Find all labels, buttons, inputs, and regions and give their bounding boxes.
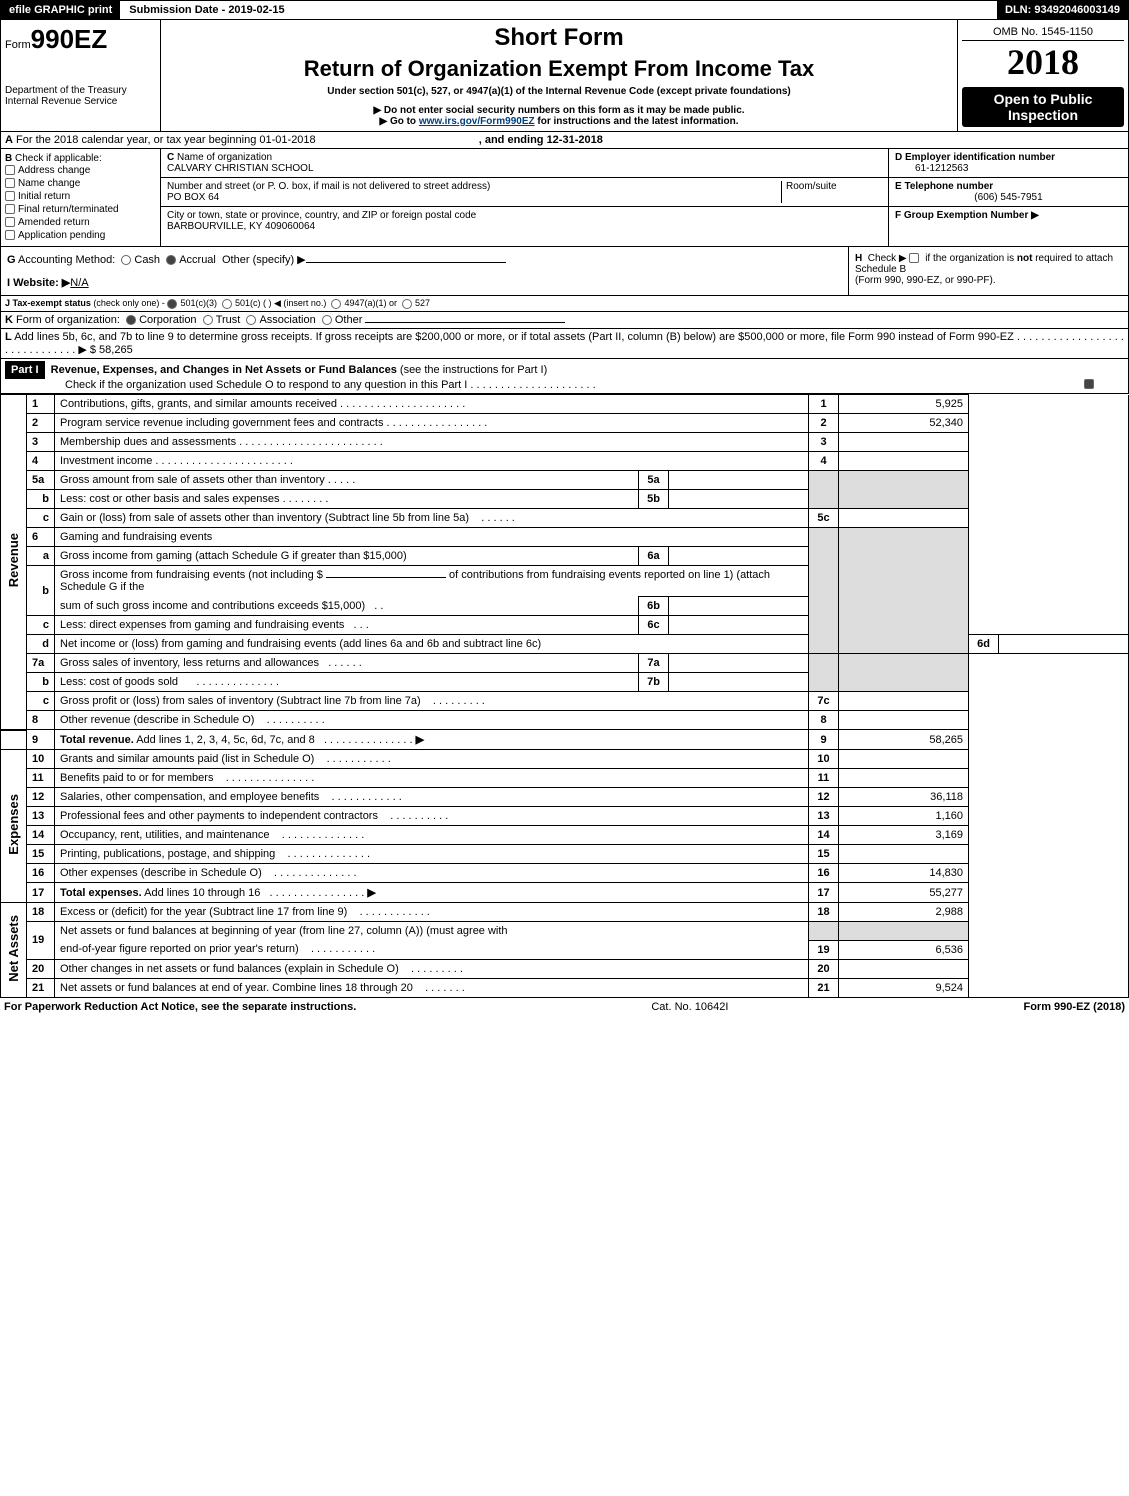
section-gh: G Accounting Method: Cash Accrual Other … [0,247,1129,296]
expenses-label: Expenses [6,794,21,855]
line-3-value [839,433,969,452]
org-city: BARBOURVILLE, KY 409060064 [167,221,315,232]
footer: For Paperwork Reduction Act Notice, see … [0,998,1129,1016]
line-15-value [839,845,969,864]
footer-left: For Paperwork Reduction Act Notice, see … [4,1001,356,1013]
under-section: Under section 501(c), 527, or 4947(a)(1)… [165,86,953,97]
org-street: PO BOX 64 [167,192,219,203]
footer-center: Cat. No. 10642I [651,1001,728,1013]
tax-year: 2018 [962,41,1124,83]
radio-assoc[interactable] [246,315,256,325]
radio-corp[interactable] [126,315,136,325]
line-6d-value [999,635,1129,654]
section-a: A For the 2018 calendar year, or tax yea… [0,132,1129,149]
line-6b-value [669,597,809,616]
form-prefix: Form [5,39,31,51]
cb-schedule-b[interactable] [909,253,919,263]
cb-schedule-o[interactable] [1084,379,1094,389]
short-form-title: Short Form [165,24,953,52]
submission-date: Submission Date - 2019-02-15 [121,1,292,19]
return-title: Return of Organization Exempt From Incom… [165,56,953,82]
cb-final-return[interactable] [5,204,15,214]
instr-2: ▶ Go to www.irs.gov/Form990EZ for instru… [165,116,953,127]
line-5c-value [839,509,969,528]
cb-name-change[interactable] [5,178,15,188]
part-1-header: Part I [5,361,45,379]
line-16-value: 14,830 [839,864,969,883]
dept-irs: Internal Revenue Service [5,96,156,107]
line-9-value: 58,265 [839,730,969,750]
radio-527[interactable] [402,299,412,309]
main-table: Revenue 1 Contributions, gifts, grants, … [0,394,1129,998]
line-5a-value [669,471,809,490]
radio-other[interactable] [322,315,332,325]
form-header: Form990EZ Department of the Treasury Int… [0,20,1129,132]
phone-value: (606) 545-7951 [895,192,1122,203]
ein-value: 61-1212563 [915,163,968,174]
line-7c-value [839,692,969,711]
revenue-label: Revenue [6,533,21,587]
radio-accrual[interactable] [166,255,176,265]
cb-initial-return[interactable] [5,191,15,201]
line-19-value: 6,536 [839,940,969,959]
line-6a-value [669,547,809,566]
open-public-badge: Open to PublicInspection [962,87,1124,127]
efile-button[interactable]: efile GRAPHIC print [1,1,121,19]
line-7a-value [669,654,809,673]
line-21-value: 9,524 [839,978,969,997]
radio-501c3[interactable] [167,299,177,309]
section-b-wrap: B Check if applicable: Address change Na… [0,149,1129,247]
dln-label: DLN: 93492046003149 [997,1,1128,19]
radio-cash[interactable] [121,255,131,265]
footer-right: Form 990-EZ (2018) [1023,1001,1125,1013]
irs-link[interactable]: www.irs.gov/Form990EZ [419,116,535,127]
org-name: CALVARY CHRISTIAN SCHOOL [167,163,314,174]
instr-1: ▶ Do not enter social security numbers o… [165,105,953,116]
website-value: N/A [70,277,88,289]
netassets-label: Net Assets [6,915,21,982]
line-7b-value [669,673,809,692]
line-20-value [839,959,969,978]
line-13-value: 1,160 [839,807,969,826]
line-5b-value [669,490,809,509]
line-4-value [839,452,969,471]
line-2-value: 52,340 [839,414,969,433]
cb-address-change[interactable] [5,165,15,175]
line-6c-value [669,616,809,635]
cb-application-pending[interactable] [5,230,15,240]
line-11-value [839,769,969,788]
dept-treasury: Department of the Treasury [5,85,156,96]
radio-trust[interactable] [203,315,213,325]
radio-501c[interactable] [222,299,232,309]
line-1-value: 5,925 [839,395,969,414]
line-14-value: 3,169 [839,826,969,845]
line-10-value [839,750,969,769]
radio-4947[interactable] [331,299,341,309]
line-12-value: 36,118 [839,788,969,807]
omb-number: OMB No. 1545-1150 [962,24,1124,41]
line-8-value [839,711,969,730]
gross-receipts: ▶ $ 58,265 [78,344,132,356]
top-bar: efile GRAPHIC print Submission Date - 20… [0,0,1129,20]
cb-amended-return[interactable] [5,217,15,227]
line-17-value: 55,277 [839,883,969,903]
line-18-value: 2,988 [839,903,969,922]
form-number: 990EZ [31,24,108,54]
